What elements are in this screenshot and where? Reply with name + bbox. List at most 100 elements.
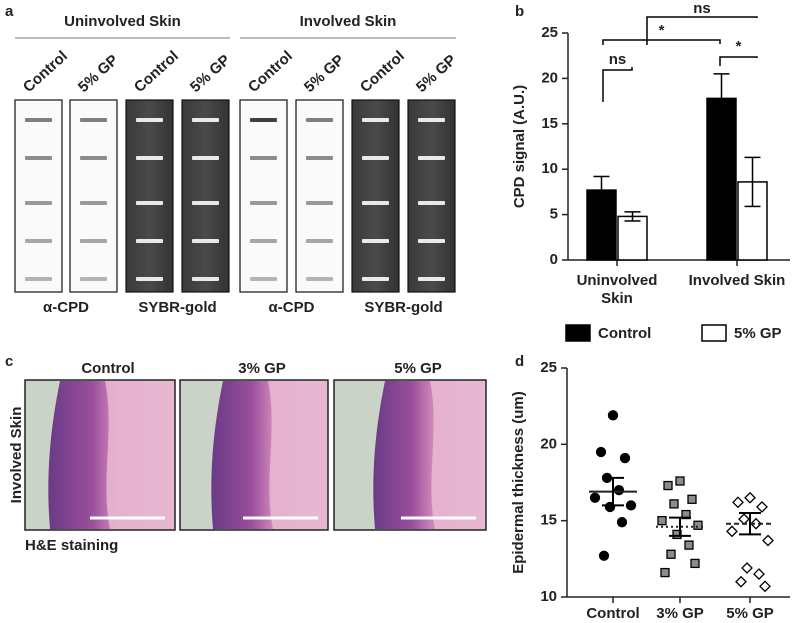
data-point — [750, 517, 762, 530]
blot-band — [306, 239, 333, 243]
x-tick-label: Involved Skin — [688, 272, 786, 289]
blot-band — [25, 118, 52, 122]
significance-bracket — [719, 56, 758, 66]
blot-band — [418, 277, 445, 281]
panel-label: c — [5, 353, 13, 370]
column-label: Control — [81, 360, 134, 377]
lane-label: 5% GP — [301, 51, 348, 95]
y-tick-label: 20 — [541, 69, 558, 86]
lane-label: Control — [20, 48, 71, 96]
blot-band — [25, 277, 52, 281]
data-point — [741, 562, 753, 574]
blot-lane — [69, 99, 118, 293]
legend-label: 5% GP — [734, 325, 782, 342]
significance-bracket — [602, 39, 721, 45]
y-tick-label: 25 — [541, 24, 558, 41]
legend-label: Control — [598, 325, 651, 342]
blot-band — [418, 118, 445, 122]
blot-band — [362, 239, 389, 243]
y-tick-label: 5 — [550, 206, 558, 223]
stain-label: SYBR-gold — [364, 299, 442, 316]
row-label: Involved Skin — [8, 407, 25, 504]
y-tick-label: 25 — [540, 359, 557, 376]
blot-band — [192, 156, 219, 160]
blot-lane — [351, 99, 400, 293]
y-tick-label: 15 — [541, 115, 558, 132]
y-tick-label: 0 — [550, 251, 558, 268]
blot-band — [306, 118, 333, 122]
data-point — [687, 494, 697, 504]
blot-band — [418, 201, 445, 205]
lane-label: Control — [245, 48, 296, 96]
data-point — [607, 410, 619, 421]
x-tick-label: Control — [586, 605, 639, 622]
blot-band — [136, 118, 163, 122]
blot-band — [25, 156, 52, 160]
lane-label: Control — [131, 48, 182, 96]
significance-label: * — [659, 22, 665, 39]
data-point — [759, 580, 771, 593]
blot-band — [306, 277, 333, 281]
data-point — [726, 525, 738, 538]
blot-lane — [125, 99, 174, 293]
blot-band — [192, 239, 219, 243]
y-axis-title: CPD signal (A.U.) — [511, 85, 528, 208]
blot-band — [250, 201, 277, 205]
histology-dermis — [268, 381, 327, 529]
blot-lane — [295, 99, 344, 293]
group-title: Uninvolved Skin — [64, 13, 181, 30]
data-point — [756, 501, 768, 513]
blot-band — [192, 201, 219, 205]
blot-band — [25, 201, 52, 205]
y-tick-label: 15 — [540, 512, 557, 529]
blot-band — [25, 239, 52, 243]
error-bar — [602, 476, 624, 507]
data-point — [613, 484, 625, 496]
error-bar — [739, 512, 761, 536]
data-point — [663, 480, 673, 491]
data-point — [589, 492, 601, 503]
data-point — [625, 500, 637, 511]
data-point — [684, 540, 694, 550]
stain-label: SYBR-gold — [138, 299, 216, 316]
data-point — [753, 568, 765, 581]
legend-swatch — [565, 324, 591, 342]
blot-band — [306, 201, 333, 205]
significance-label: ns — [609, 51, 627, 68]
blot-band — [80, 118, 107, 122]
data-point — [744, 491, 756, 504]
data-point — [762, 534, 774, 547]
blot-band — [250, 239, 277, 243]
error-bar — [669, 516, 691, 537]
x-tick-label: 5% GP — [726, 605, 774, 622]
significance-label: ns — [693, 0, 711, 17]
x-tick-label: Uninvolved Skin — [576, 272, 658, 307]
error-bar — [713, 73, 730, 124]
lane-label: 5% GP — [75, 51, 122, 95]
blot-band — [192, 118, 219, 122]
stain-label: α-CPD — [43, 299, 89, 316]
bar — [617, 215, 648, 261]
blot-lane — [407, 99, 456, 293]
blot-band — [418, 156, 445, 160]
data-point — [735, 575, 747, 588]
x-tick-label: 3% GP — [656, 605, 704, 622]
significance-bracket — [602, 67, 633, 102]
data-point — [738, 513, 750, 526]
y-tick-label: 20 — [540, 435, 557, 452]
panel-label: d — [515, 353, 524, 370]
blot-band — [250, 118, 277, 122]
blot-lane — [181, 99, 230, 293]
data-point — [690, 558, 700, 569]
bar — [586, 189, 617, 261]
legend-swatch — [701, 324, 727, 342]
caption: H&E staining — [25, 537, 118, 554]
significance-bracket — [646, 16, 758, 45]
error-bar — [624, 211, 641, 222]
histology-dermis — [105, 381, 174, 529]
blot-band — [250, 277, 277, 281]
data-point — [675, 476, 685, 486]
blot-band — [136, 156, 163, 160]
